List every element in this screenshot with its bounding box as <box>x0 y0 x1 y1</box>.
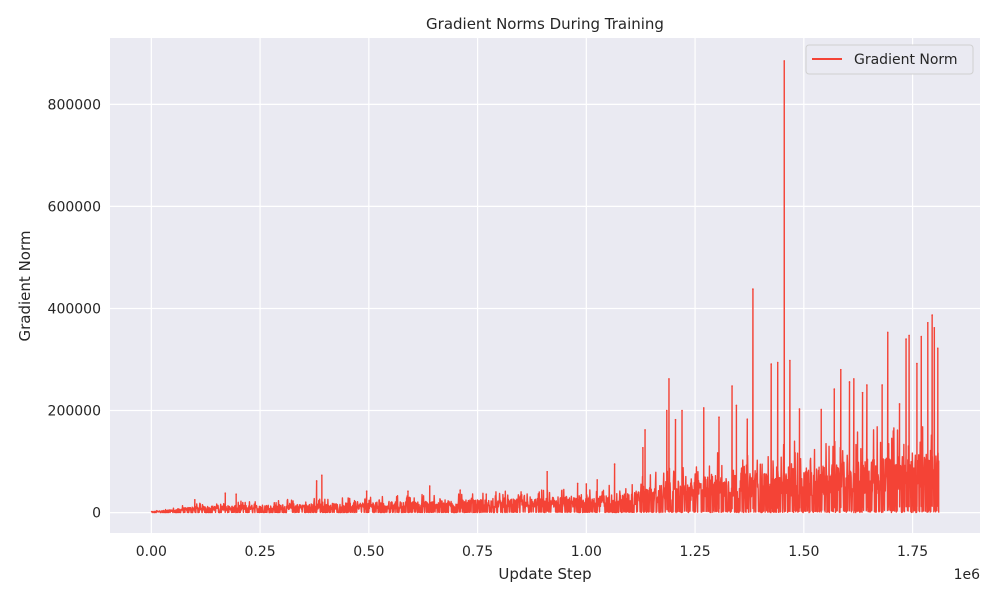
spike-point <box>770 363 772 365</box>
y-tick-label: 800000 <box>48 97 101 113</box>
legend-box <box>805 44 974 75</box>
legend-label: Gradient Norm <box>854 52 958 68</box>
spike-point <box>224 492 227 494</box>
spike-point <box>798 408 801 410</box>
x-tick-label: 0.50 <box>353 544 384 560</box>
spike-point <box>776 361 779 364</box>
x-tick-label: 1.25 <box>679 544 710 560</box>
spike-point <box>681 409 683 412</box>
x-ticks: 0.00 0.25 0.50 0.75 1.00 1.25 1.50 1.75 <box>136 544 928 560</box>
spike-point <box>315 480 318 482</box>
y-tick-label: 200000 <box>48 404 101 420</box>
spike-point <box>235 493 237 496</box>
spike-point <box>731 385 733 387</box>
x-tick-label: 0.75 <box>462 544 493 560</box>
spike-point <box>920 335 923 338</box>
spike-point <box>861 391 864 394</box>
spike-point <box>840 368 842 371</box>
x-tick-label: 1.00 <box>571 544 602 560</box>
x-tick-label: 1.50 <box>788 544 819 560</box>
y-ticks: 0 200000 400000 600000 800000 <box>48 97 101 521</box>
x-axis-label: Update Step <box>498 565 591 583</box>
spike-point <box>194 499 196 501</box>
spike-point <box>321 474 323 477</box>
spike-point <box>916 362 918 365</box>
spike-point <box>596 479 598 481</box>
spike-points <box>194 60 939 501</box>
spike-point <box>613 463 616 465</box>
spike-point <box>937 347 939 350</box>
spike-point <box>881 384 883 386</box>
spike-point <box>866 384 868 386</box>
chart-title: Gradient Norms During Training <box>426 15 664 33</box>
x-offset-label: 1e6 <box>954 567 981 583</box>
spike-point <box>644 429 646 431</box>
spike-point <box>853 378 855 380</box>
spike-point <box>718 416 720 418</box>
y-tick-label: 400000 <box>48 301 101 317</box>
spike-point <box>428 485 431 487</box>
series-layer <box>150 60 940 514</box>
spike-point <box>485 493 488 496</box>
spike-point <box>735 404 738 407</box>
spike-point <box>783 60 786 62</box>
x-tick-label: 0.25 <box>244 544 275 560</box>
spike-point <box>746 418 749 421</box>
legend: Gradient Norm <box>805 44 974 75</box>
spike-point <box>898 403 901 405</box>
spike-point <box>576 482 579 485</box>
spike-point <box>833 388 836 390</box>
spike-point <box>927 321 929 324</box>
spike-point <box>459 489 461 491</box>
spike-point <box>546 470 548 473</box>
spike-point <box>789 359 791 362</box>
spike-point <box>642 446 644 449</box>
spike-point <box>905 338 907 340</box>
spike-point <box>886 331 889 334</box>
spike-point <box>668 378 670 380</box>
x-tick-label: 1.75 <box>897 544 928 560</box>
spike-point <box>674 418 677 421</box>
spike-point <box>407 490 409 492</box>
spike-point <box>365 490 368 492</box>
spike-point <box>933 327 936 329</box>
spike-point <box>820 408 823 411</box>
spike-point <box>908 334 910 337</box>
y-axis-label: Gradient Norm <box>16 231 34 342</box>
y-tick-label: 0 <box>92 506 101 522</box>
y-tick-label: 600000 <box>48 199 101 215</box>
x-tick-label: 0.00 <box>136 544 167 560</box>
spike-point <box>931 314 933 316</box>
spike-point <box>752 288 754 290</box>
spike-point <box>666 409 668 412</box>
spike-point <box>585 483 588 485</box>
spike-point <box>848 381 851 383</box>
gradient-norm-line <box>150 60 940 514</box>
spike-point <box>702 407 705 409</box>
